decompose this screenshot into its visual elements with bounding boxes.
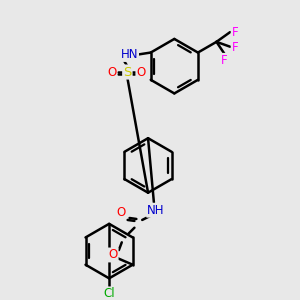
Text: NH: NH bbox=[147, 204, 165, 217]
Text: O: O bbox=[107, 65, 116, 79]
Text: HN: HN bbox=[121, 48, 138, 61]
Text: Cl: Cl bbox=[103, 287, 115, 300]
Text: O: O bbox=[108, 248, 118, 262]
Text: S: S bbox=[123, 65, 132, 79]
Text: O: O bbox=[136, 65, 146, 79]
Text: F: F bbox=[232, 41, 238, 54]
Text: F: F bbox=[221, 54, 228, 67]
Text: F: F bbox=[232, 26, 238, 39]
Text: O: O bbox=[116, 206, 125, 219]
